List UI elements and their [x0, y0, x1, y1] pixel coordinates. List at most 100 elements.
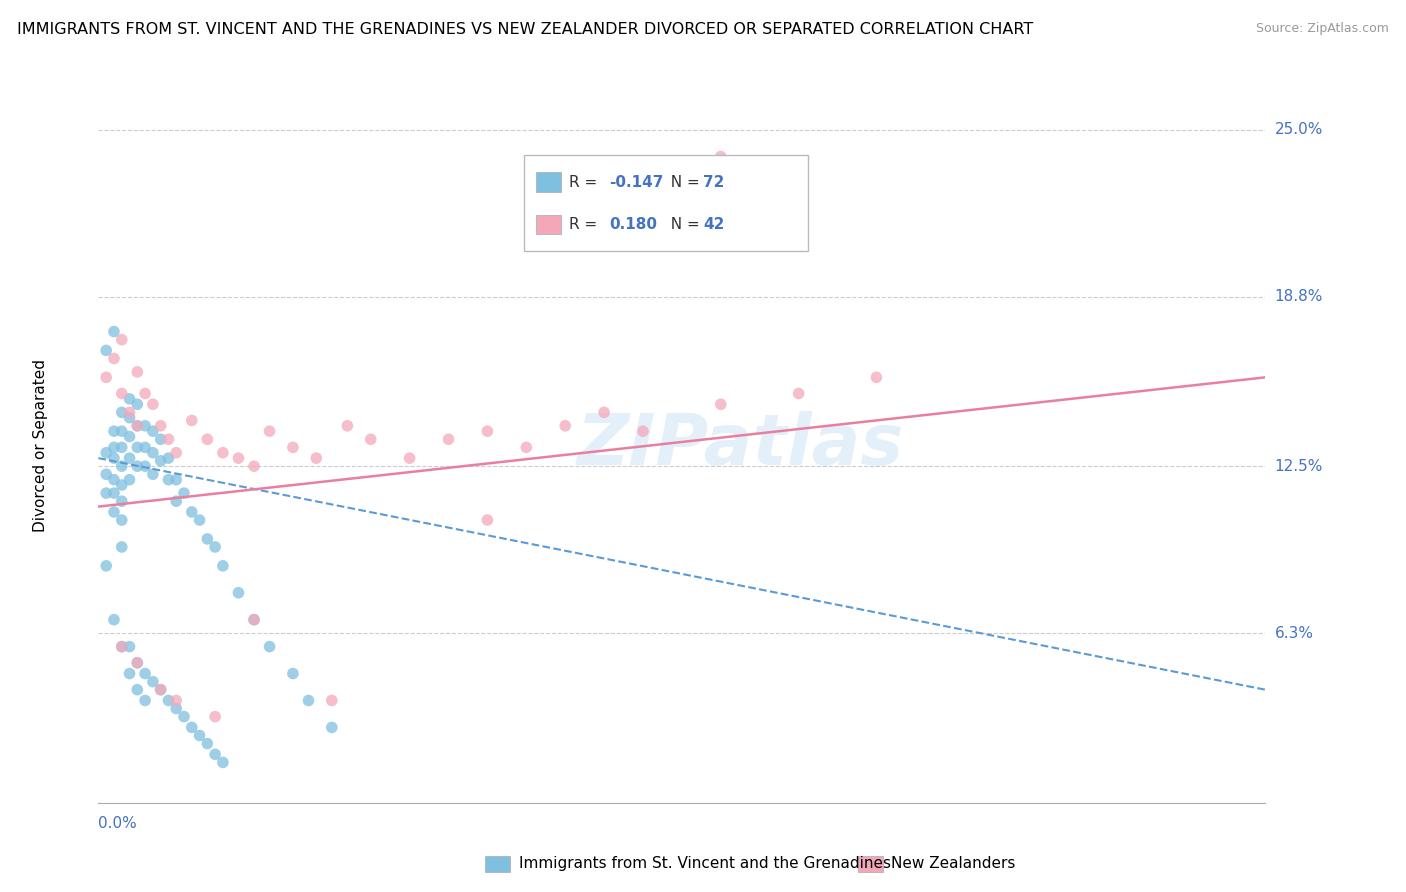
Point: [103, 451, 125, 466]
Point: [111, 540, 134, 554]
Text: R =: R =: [569, 217, 603, 232]
Point: [173, 486, 195, 500]
Point: [96, 370, 118, 384]
Point: [96, 343, 118, 358]
Point: [281, 666, 304, 681]
Point: [243, 459, 266, 474]
Point: [305, 451, 328, 466]
Point: [515, 441, 537, 455]
Point: [149, 682, 172, 697]
Point: [103, 351, 125, 366]
Text: N =: N =: [661, 217, 704, 232]
Point: [188, 729, 211, 743]
Point: [195, 432, 218, 446]
Point: [204, 747, 226, 762]
Point: [142, 446, 165, 460]
Point: [111, 640, 134, 654]
Point: [111, 513, 134, 527]
Point: [111, 640, 134, 654]
Point: [259, 640, 281, 654]
Text: 42: 42: [703, 217, 724, 232]
Point: [111, 405, 134, 419]
Point: [118, 429, 141, 443]
Point: [149, 682, 172, 697]
Point: [149, 418, 172, 433]
Point: [142, 424, 165, 438]
Point: [228, 451, 250, 466]
Text: New Zealanders: New Zealanders: [891, 856, 1015, 871]
Text: 6.3%: 6.3%: [1275, 625, 1313, 640]
Point: [259, 424, 281, 438]
Point: [127, 656, 149, 670]
Text: ZIPatlas: ZIPatlas: [576, 411, 904, 481]
Point: [134, 459, 156, 474]
Point: [787, 386, 810, 401]
Point: [103, 473, 125, 487]
Point: [204, 709, 226, 723]
Point: [149, 454, 172, 468]
Point: [477, 424, 499, 438]
Point: [118, 666, 141, 681]
Point: [111, 441, 134, 455]
Text: N =: N =: [661, 175, 704, 189]
Point: [111, 386, 134, 401]
Point: [118, 473, 141, 487]
Point: [118, 405, 141, 419]
Point: [111, 333, 134, 347]
Point: [281, 441, 304, 455]
Point: [111, 424, 134, 438]
Point: [710, 397, 733, 411]
Point: [180, 720, 202, 734]
Point: [212, 446, 235, 460]
Point: [142, 674, 165, 689]
Point: [111, 478, 134, 492]
Point: [865, 370, 887, 384]
Point: [103, 424, 125, 438]
Point: [127, 656, 149, 670]
Point: [96, 558, 118, 573]
Point: [103, 486, 125, 500]
Text: Divorced or Separated: Divorced or Separated: [32, 359, 48, 533]
Point: [477, 513, 499, 527]
Point: [103, 441, 125, 455]
Point: [103, 325, 125, 339]
Point: [398, 451, 420, 466]
Point: [204, 540, 226, 554]
Point: [127, 682, 149, 697]
Point: [195, 532, 218, 546]
Point: [134, 693, 156, 707]
Point: [127, 418, 149, 433]
Point: [134, 441, 156, 455]
Point: [321, 693, 343, 707]
Point: [195, 737, 218, 751]
Point: [228, 586, 250, 600]
Text: -0.147: -0.147: [609, 175, 664, 189]
Point: [118, 640, 141, 654]
Text: 25.0%: 25.0%: [1275, 122, 1323, 137]
Point: [212, 756, 235, 770]
Text: Immigrants from St. Vincent and the Grenadines: Immigrants from St. Vincent and the Gren…: [519, 856, 891, 871]
Point: [554, 418, 576, 433]
Text: 18.8%: 18.8%: [1275, 289, 1323, 304]
Point: [103, 505, 125, 519]
Point: [118, 392, 141, 406]
Point: [165, 701, 187, 715]
Point: [437, 432, 460, 446]
Text: IMMIGRANTS FROM ST. VINCENT AND THE GRENADINES VS NEW ZEALANDER DIVORCED OR SEPA: IMMIGRANTS FROM ST. VINCENT AND THE GREN…: [17, 22, 1033, 37]
Point: [111, 494, 134, 508]
Point: [142, 467, 165, 482]
Point: [631, 424, 654, 438]
Point: [127, 459, 149, 474]
Point: [134, 386, 156, 401]
Point: [157, 473, 180, 487]
Point: [297, 693, 319, 707]
Point: [336, 418, 359, 433]
Point: [321, 720, 343, 734]
Point: [134, 666, 156, 681]
Point: [165, 446, 187, 460]
Point: [593, 405, 616, 419]
Point: [149, 432, 172, 446]
Text: Source: ZipAtlas.com: Source: ZipAtlas.com: [1256, 22, 1389, 36]
Point: [360, 432, 382, 446]
Point: [118, 451, 141, 466]
